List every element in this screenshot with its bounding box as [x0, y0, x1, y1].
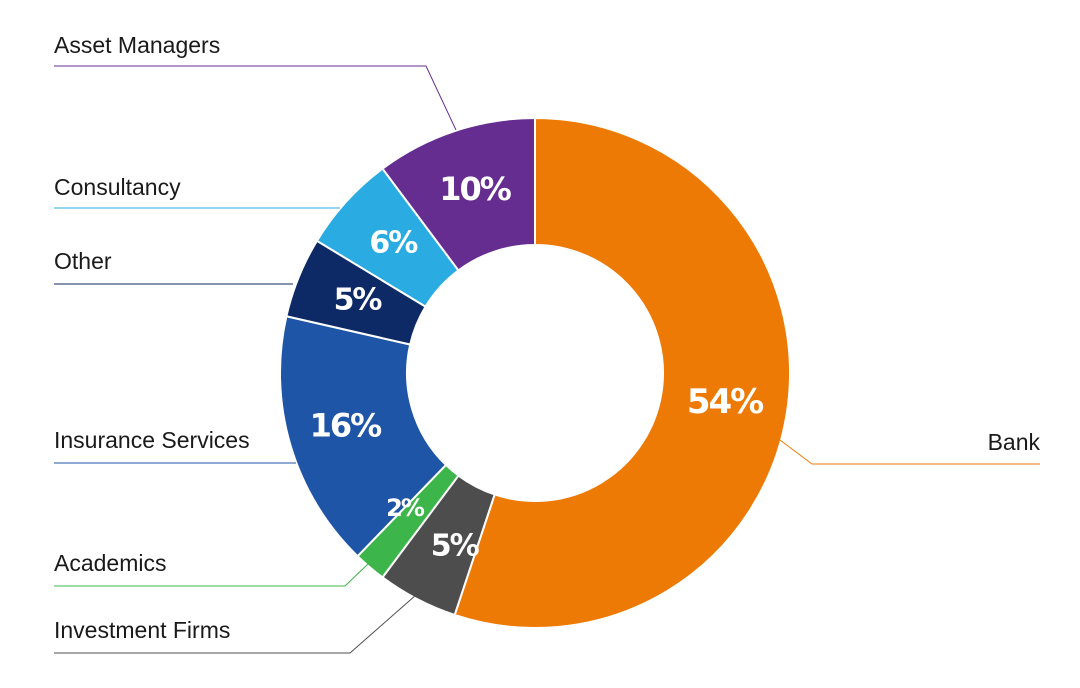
value-label-asset-managers: 10%	[439, 170, 512, 208]
value-label-consultancy: 6%	[369, 225, 418, 260]
slices-group	[279, 116, 791, 629]
slice-bank	[453, 116, 791, 629]
category-label-investment-firms: Investment Firms	[54, 617, 230, 643]
leader-line-investment-firms	[54, 594, 417, 654]
leader-line-academics	[54, 561, 371, 587]
value-labels-group: 54%5%2%16%5%6%10%	[310, 170, 766, 564]
leader-line-asset-managers	[54, 65, 457, 131]
value-label-bank: 54%	[687, 382, 763, 422]
category-labels-group: Bank Investment Firms Academics Insurance S…	[54, 32, 1040, 643]
value-label-other: 5%	[334, 282, 383, 317]
category-label-asset-managers: Asset Managers	[54, 32, 220, 58]
leader-lines-group	[54, 65, 1040, 654]
value-label-academics: 2%	[386, 494, 425, 522]
category-label-consultancy: Consultancy	[54, 174, 181, 200]
leader-line-bank	[779, 439, 1040, 465]
category-label-other: Other	[54, 248, 112, 274]
category-label-bank: Bank	[988, 429, 1041, 455]
value-label-investment-firms: 5%	[431, 529, 480, 564]
value-label-insurance-services: 16%	[310, 407, 383, 445]
slice-asset-managers	[381, 116, 536, 272]
category-label-insurance-services: Insurance Services	[54, 427, 250, 453]
category-label-academics: Academics	[54, 550, 166, 576]
slice-insurance-services	[279, 315, 448, 558]
